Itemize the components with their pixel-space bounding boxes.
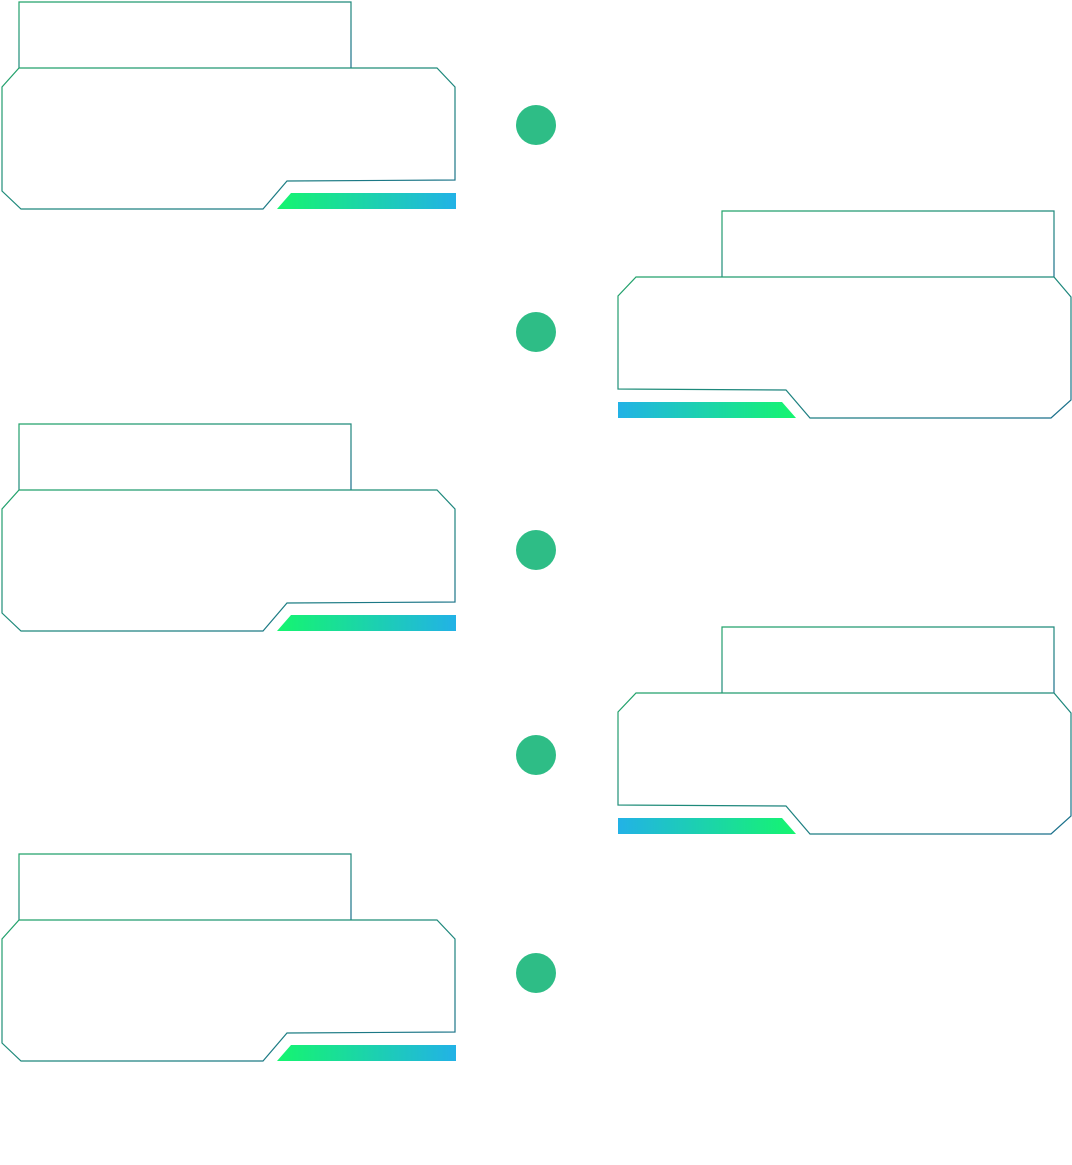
timeline-card (617, 210, 1072, 419)
timeline-card (617, 626, 1072, 835)
card-accent-bar (618, 818, 796, 834)
card-body-frame (1, 489, 456, 632)
timeline-node (516, 530, 556, 570)
card-label-tab (721, 210, 1055, 277)
card-accent-bar (277, 193, 456, 209)
card-body-frame (1, 919, 456, 1062)
card-label-tab (18, 1, 352, 68)
card-label-tab (18, 853, 352, 920)
timeline-card (1, 423, 456, 632)
card-accent-bar (277, 615, 456, 631)
card-label-tab (18, 423, 352, 490)
card-label-tab (721, 626, 1055, 693)
card-body-frame (617, 276, 1072, 419)
card-accent-bar (277, 1045, 456, 1061)
card-body-frame (1, 67, 456, 210)
timeline-card (1, 1, 456, 210)
timeline-node (516, 953, 556, 993)
timeline-node (516, 735, 556, 775)
timeline-card (1, 853, 456, 1062)
card-accent-bar (618, 402, 796, 418)
timeline-node (516, 105, 556, 145)
card-body-frame (617, 692, 1072, 835)
timeline-node (516, 312, 556, 352)
